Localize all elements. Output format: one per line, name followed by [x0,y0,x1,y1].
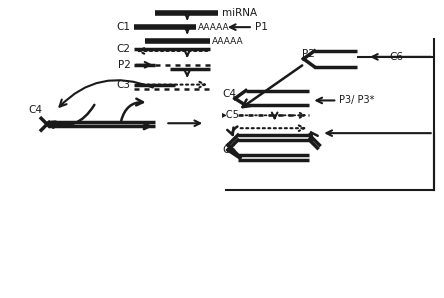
Text: P2: P2 [302,49,315,59]
Text: C4: C4 [28,105,42,115]
Text: AAAAA: AAAAA [198,23,230,32]
Text: P3/ P3*: P3/ P3* [339,95,375,105]
Text: C6: C6 [222,145,236,155]
Text: C4: C4 [222,89,236,99]
Text: P2: P2 [118,60,131,70]
Text: C3: C3 [117,80,131,90]
Text: P1: P1 [255,22,268,32]
Text: ▸C5: ▸C5 [222,110,240,120]
Text: AAAAA: AAAAA [212,37,244,46]
Text: C1: C1 [117,22,131,32]
Text: C6: C6 [389,52,403,62]
Text: C2: C2 [117,44,131,54]
Text: miRNA: miRNA [222,8,257,18]
